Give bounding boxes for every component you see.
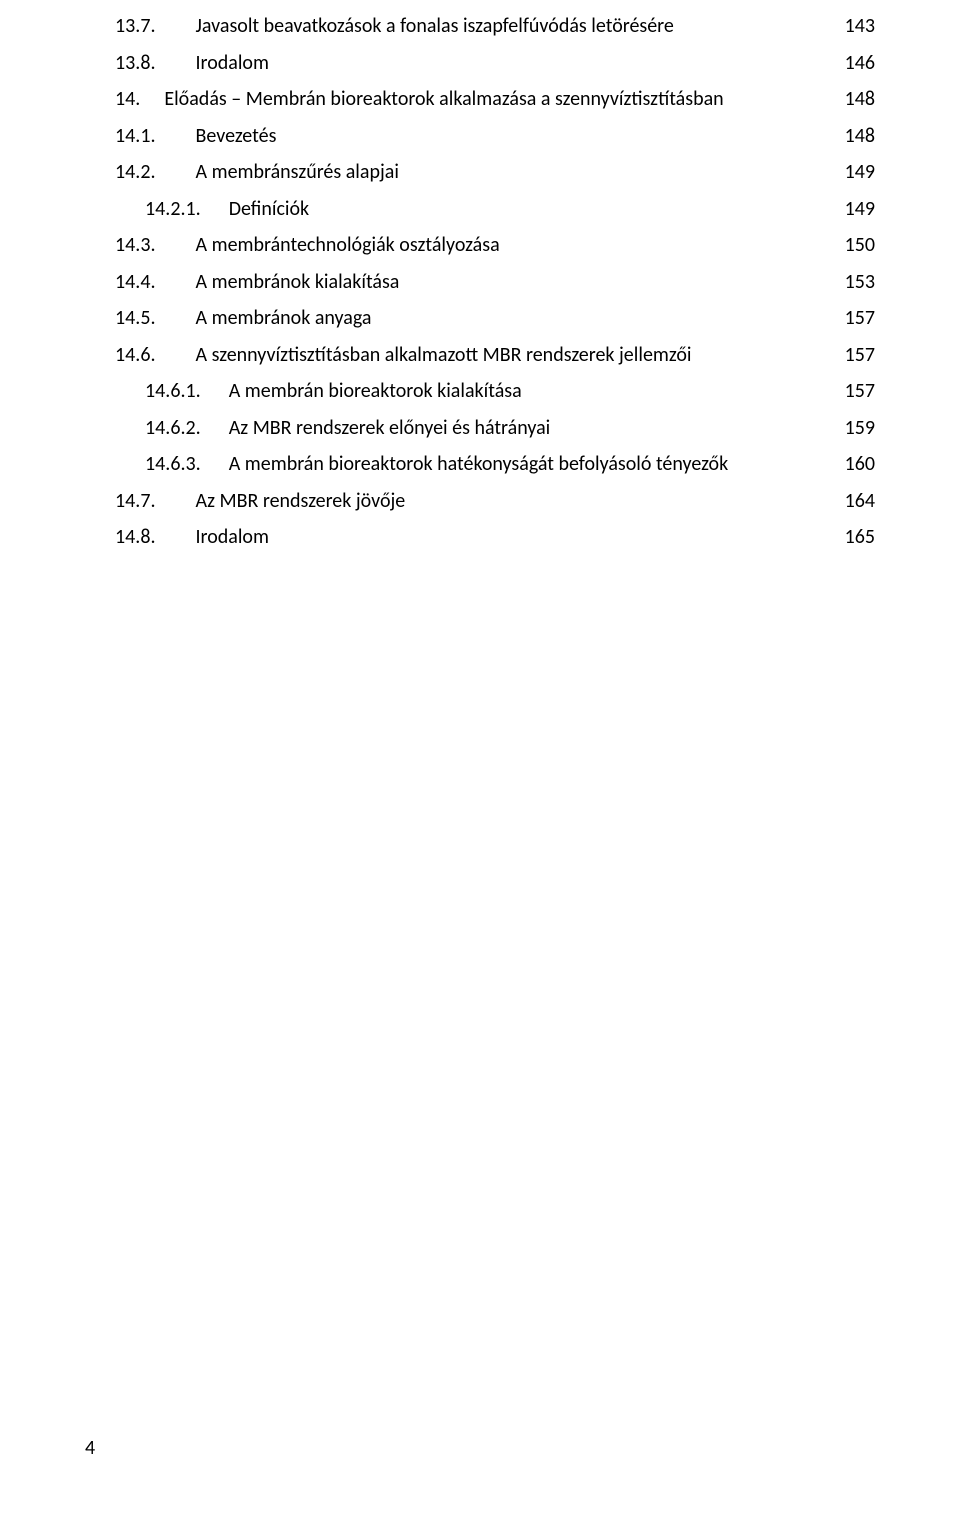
toc-entry-title: Irodalom <box>196 527 269 547</box>
toc-entry-number: 13.8. <box>115 53 156 73</box>
toc-entry-title: Előadás – Membrán bioreaktorok alkalmazá… <box>164 89 723 109</box>
toc-entry-number: 14.6.2. <box>145 418 201 438</box>
toc-entry-page: 143 <box>839 16 875 36</box>
toc-entry-number: 14.5. <box>115 308 156 328</box>
toc-entry-page: 148 <box>839 89 875 109</box>
toc-entry-page: 165 <box>839 527 875 547</box>
toc-entry-number: 14.7. <box>115 491 156 511</box>
toc-entry: 14.8. Irodalom 165 <box>85 527 875 547</box>
toc-entry-number: 13.7. <box>115 16 156 36</box>
toc-entry-title: A membránok kialakítása <box>196 272 400 292</box>
toc-entry: 14.5. A membránok anyaga 157 <box>85 308 875 328</box>
toc-entry-page: 149 <box>839 162 875 182</box>
toc-entry-page: 148 <box>839 126 875 146</box>
toc-entry-page: 157 <box>839 308 875 328</box>
toc-entry-title: A membrán bioreaktorok hatékonyságát bef… <box>229 454 728 474</box>
toc-entry: 14.2.1. Definíciók 149 <box>85 199 875 219</box>
toc-entry-number: 14. <box>115 89 140 109</box>
toc-entry-title: A membránok anyaga <box>196 308 372 328</box>
toc-entry-page: 153 <box>839 272 875 292</box>
toc-entry-number: 14.4. <box>115 272 156 292</box>
toc-entry-title: A membrán bioreaktorok kialakítása <box>229 381 522 401</box>
toc-entry-number: 14.8. <box>115 527 156 547</box>
toc-entry-page: 157 <box>839 381 875 401</box>
toc-entry-title: Definíciók <box>229 199 309 219</box>
toc-entry: 14.4. A membránok kialakítása 153 <box>85 272 875 292</box>
toc-entry-number: 14.3. <box>115 235 156 255</box>
toc-entry-page: 149 <box>839 199 875 219</box>
toc-entry: 14.2. A membránszűrés alapjai 149 <box>85 162 875 182</box>
toc-entry: 14. Előadás – Membrán bioreaktorok alkalm… <box>85 89 875 109</box>
toc-entry: 14.6.1. A membrán bioreaktorok kialakítás… <box>85 381 875 401</box>
toc-entry: 14.6. A szennyvíztisztításban alkalmazott… <box>85 345 875 365</box>
toc-entry-title: Irodalom <box>196 53 269 73</box>
toc-entry: 13.7. Javasolt beavatkozások a fonalas is… <box>85 16 875 36</box>
toc-entry-page: 160 <box>839 454 875 474</box>
document-page: 13.7. Javasolt beavatkozások a fonalas is… <box>0 0 960 1515</box>
toc-entry-page: 150 <box>839 235 875 255</box>
toc-entry: 14.6.3. A membrán bioreaktorok hatékonysá… <box>85 454 875 474</box>
page-number-footer: 4 <box>85 1436 95 1460</box>
toc-entry-title: A szennyvíztisztításban alkalmazott MBR … <box>196 345 692 365</box>
toc-entry: 13.8. Irodalom 146 <box>85 53 875 73</box>
toc-entry-title: A membránszűrés alapjai <box>196 162 399 182</box>
toc-entry-number: 14.6.1. <box>145 381 201 401</box>
toc-entry: 14.1. Bevezetés 148 <box>85 126 875 146</box>
toc-entry-page: 146 <box>839 53 875 73</box>
toc-entry-title: A membrántechnológiák osztályozása <box>196 235 500 255</box>
toc-entry: 14.7. Az MBR rendszerek jövője 164 <box>85 491 875 511</box>
toc-entry-number: 14.2. <box>115 162 156 182</box>
toc-entry-number: 14.6. <box>115 345 156 365</box>
toc-entry-title: Bevezetés <box>196 126 277 146</box>
toc-entry: 14.6.2. Az MBR rendszerek előnyei és hátr… <box>85 418 875 438</box>
toc-entry-page: 159 <box>839 418 875 438</box>
toc-entry-page: 164 <box>839 491 875 511</box>
toc-entry: 14.3. A membrántechnológiák osztályozása 1… <box>85 235 875 255</box>
toc-entry-number: 14.6.3. <box>145 454 201 474</box>
toc-entry-number: 14.2.1. <box>145 199 201 219</box>
table-of-contents: 13.7. Javasolt beavatkozások a fonalas is… <box>85 16 875 547</box>
toc-entry-title: Javasolt beavatkozások a fonalas iszapfe… <box>196 16 674 36</box>
toc-entry-title: Az MBR rendszerek előnyei és hátrányai <box>229 418 551 438</box>
toc-entry-page: 157 <box>839 345 875 365</box>
toc-entry-title: Az MBR rendszerek jövője <box>196 491 406 511</box>
toc-entry-number: 14.1. <box>115 126 156 146</box>
